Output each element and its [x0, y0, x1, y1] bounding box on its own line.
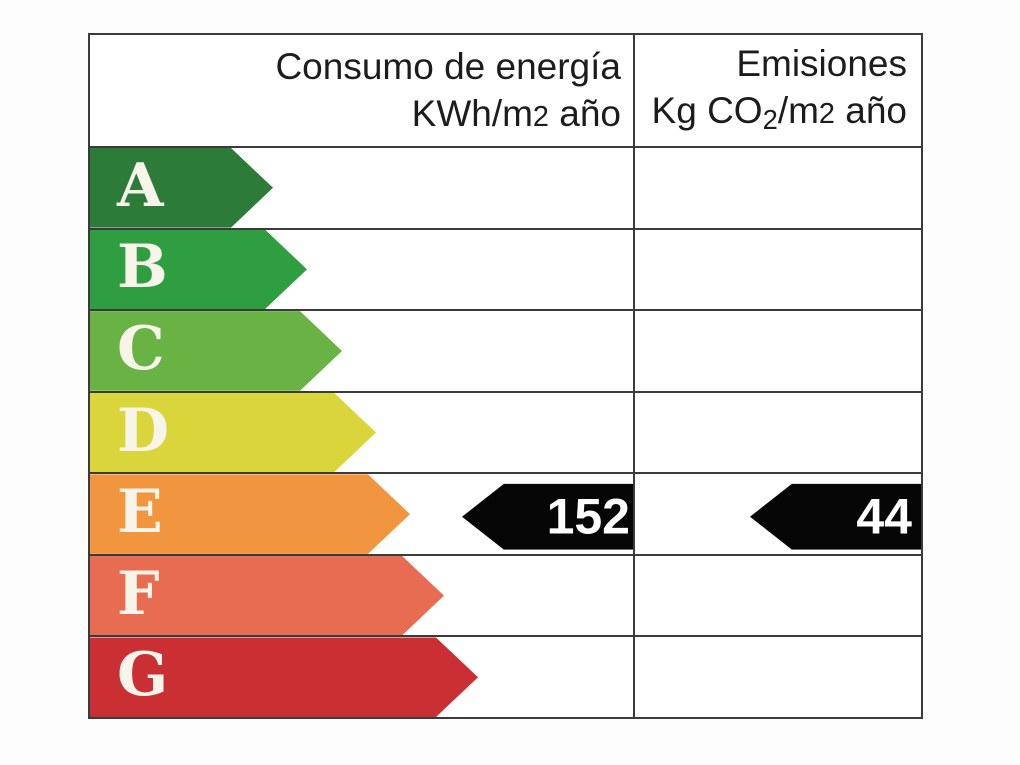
- rating-row-f: F: [90, 553, 921, 636]
- emissions-cell-c: [633, 311, 921, 391]
- table-header: Consumo de energía KWh/m2 año Emisiones …: [90, 35, 921, 146]
- consumption-cell-c: C: [90, 311, 633, 391]
- rating-arrow-a: A: [90, 148, 273, 228]
- emissions-units-suffix: año: [834, 89, 907, 131]
- rating-table: Consumo de energía KWh/m2 año Emisiones …: [88, 33, 923, 719]
- emissions-units-mid: /m: [777, 89, 819, 131]
- emissions-cell-b: [633, 229, 921, 310]
- rating-letter-f: F: [117, 558, 160, 629]
- consumption-units: KWh/m2 año: [412, 90, 621, 141]
- rating-row-g: G: [90, 635, 921, 718]
- header-emissions: Emisiones Kg CO2/m2 año: [633, 35, 921, 146]
- rating-row-c: C: [90, 309, 921, 391]
- consumption-cell-b: B: [90, 230, 633, 310]
- rating-letter-g: G: [117, 640, 169, 711]
- emissions-cell-a: [633, 148, 921, 228]
- rating-arrow-c: C: [90, 311, 342, 391]
- rating-arrow-g: G: [90, 637, 478, 717]
- consumption-value-arrow: 152: [462, 483, 633, 550]
- rating-letter-e: E: [117, 477, 163, 548]
- rating-row-a: A: [90, 146, 921, 228]
- consumption-cell-e: E 152: [90, 474, 633, 554]
- rating-row-b: B: [90, 227, 921, 310]
- consumption-units-exponent: 2: [532, 100, 549, 133]
- emissions-cell-f: [633, 555, 921, 636]
- consumption-units-prefix: KWh/m: [411, 92, 533, 134]
- rating-rows: A B C D E 152 44 F G: [90, 146, 921, 718]
- consumption-units-suffix: año: [548, 92, 621, 134]
- rating-letter-a: A: [117, 150, 164, 221]
- rating-arrow-d: D: [90, 393, 376, 473]
- consumption-cell-d: D: [90, 393, 633, 473]
- rating-letter-b: B: [117, 232, 168, 303]
- rating-row-d: D: [90, 390, 921, 473]
- emissions-cell-e: 44: [633, 474, 921, 554]
- emissions-title: Emisiones: [736, 40, 907, 87]
- rating-row-e: E 152 44: [90, 472, 921, 554]
- rating-arrow-b: B: [90, 230, 307, 310]
- rating-letter-d: D: [117, 395, 170, 466]
- emissions-units-prefix: Kg CO: [651, 89, 763, 131]
- consumption-cell-g: G: [90, 637, 633, 717]
- consumption-title: Consumo de energía: [275, 43, 621, 90]
- emissions-cell-d: [633, 392, 921, 473]
- header-consumption: Consumo de energía KWh/m2 año: [90, 35, 633, 146]
- consumption-title-text: Consumo de energía: [275, 45, 621, 87]
- consumption-cell-a: A: [90, 148, 633, 228]
- emissions-title-text: Emisiones: [736, 42, 907, 84]
- rating-arrow-f: F: [90, 556, 444, 636]
- rating-arrow-e: E: [90, 474, 410, 554]
- rating-letter-c: C: [117, 313, 165, 384]
- consumption-cell-f: F: [90, 556, 633, 636]
- emissions-value-arrow: 44: [750, 483, 921, 550]
- emissions-cell-g: [633, 637, 921, 718]
- emissions-units-exponent: 2: [818, 97, 835, 130]
- emissions-units: Kg CO2/m2 año: [652, 87, 907, 143]
- emissions-units-subscript: 2: [762, 104, 778, 135]
